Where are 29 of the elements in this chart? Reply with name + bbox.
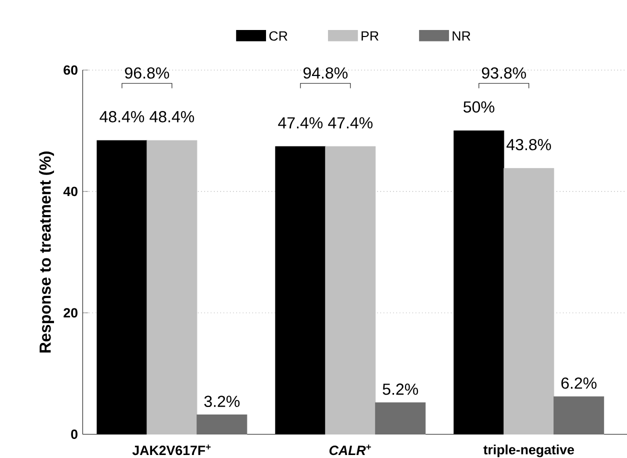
bar (196, 414, 248, 434)
data-label: 3.2% (204, 396, 240, 407)
bar (375, 402, 426, 434)
annotation: 96.8% (125, 67, 170, 79)
data-label: 48.4% (150, 110, 194, 122)
data-label: 47.4% (328, 117, 373, 128)
bar (325, 146, 376, 434)
data-label: 5.2% (382, 383, 418, 395)
annotation: 93.8% (482, 67, 526, 79)
legend-label: CR (269, 31, 288, 41)
y-tick-label: 0 (71, 429, 78, 439)
annotation: 94.8% (303, 67, 348, 79)
data-label: 50% (464, 101, 494, 112)
data-label: 48.4% (100, 110, 144, 122)
data-label: 6.2% (561, 377, 596, 389)
data-label: 47.4% (278, 117, 323, 128)
y-tick-label: 60 (64, 65, 78, 75)
legend-label: NR (452, 31, 470, 40)
y-tick-label: 40 (63, 186, 78, 196)
y-tick-label: 20 (64, 308, 78, 318)
bar (554, 396, 604, 434)
y-axis-title: Response to treatment (%) (39, 151, 54, 352)
x-tick-label: JAK2V617F$^{+}$ (132, 444, 211, 455)
bar (146, 140, 198, 434)
legend-label: PR (362, 31, 378, 40)
x-tick-label: CALR$^{+}$ (329, 444, 371, 455)
bar (504, 168, 554, 434)
x-tick-label: triple-negative (483, 444, 574, 458)
data-label: 43.8% (506, 138, 551, 150)
